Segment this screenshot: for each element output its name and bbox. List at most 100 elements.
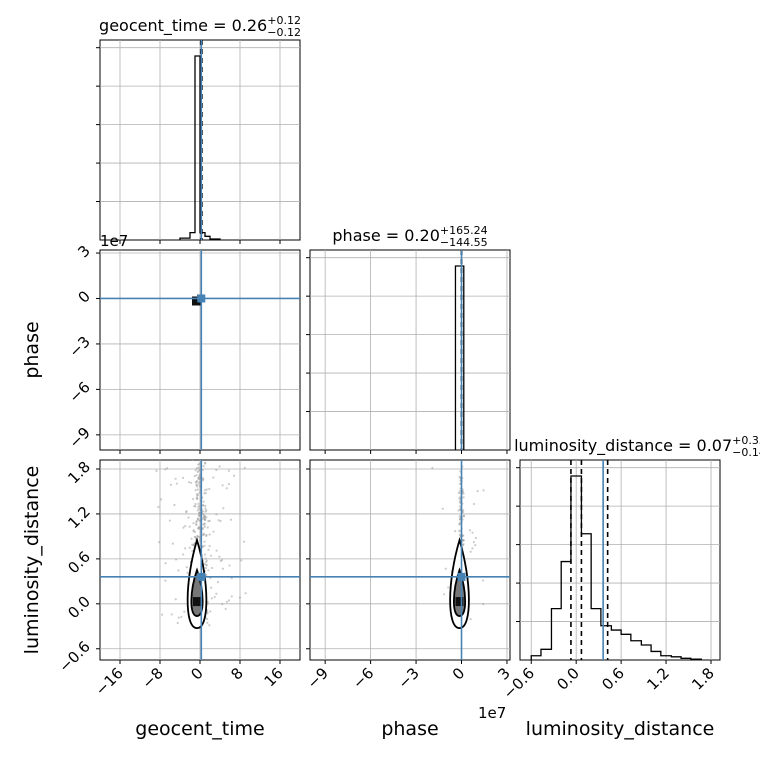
sample-point (215, 468, 218, 472)
xtick-label: 0.0 (553, 664, 583, 694)
sample-point (462, 496, 465, 499)
ytick-label: 0.6 (64, 548, 94, 578)
sample-point (461, 510, 465, 514)
sample-point (205, 533, 208, 537)
sample-point (193, 505, 196, 508)
sample-point (431, 466, 434, 470)
sample-point (198, 525, 201, 529)
sample-point (243, 466, 246, 469)
title-geocent_time: geocent_time = 0.26+0.12 −0.12 (99, 14, 301, 39)
sample-point (472, 502, 476, 506)
sample-point (227, 482, 230, 486)
sample-point (207, 569, 210, 572)
sample-point (183, 610, 186, 613)
sample-point (221, 484, 224, 487)
sample-point (202, 523, 205, 526)
sample-point (458, 523, 461, 526)
sample-point (190, 537, 193, 540)
sample-point (160, 498, 163, 501)
truth-marker (197, 294, 206, 303)
sample-point (210, 586, 213, 589)
sample-point (228, 564, 231, 567)
sample-point (225, 487, 228, 490)
sample-point (185, 510, 188, 513)
sample-point (158, 541, 161, 544)
sample-point (222, 507, 225, 510)
xtick-label: −6 (349, 664, 377, 692)
sample-point (218, 555, 221, 558)
sample-point (203, 525, 206, 528)
sample-point (204, 518, 207, 521)
density-blob (192, 296, 201, 306)
sample-point (170, 613, 173, 616)
sample-point (204, 461, 207, 464)
sample-point (215, 513, 218, 516)
sample-point (198, 482, 201, 485)
sample-point (204, 510, 207, 513)
sample-point (457, 491, 460, 494)
sample-point (196, 485, 199, 488)
sample-point (476, 490, 479, 493)
ytick-label: −9 (66, 424, 94, 452)
ytick-label: −6 (66, 378, 94, 406)
xtick-label: −16 (92, 664, 127, 699)
sample-point (203, 514, 206, 518)
sample-point (197, 507, 201, 510)
ytick-label: −3 (66, 333, 94, 361)
ytick-label: −0.6 (55, 637, 93, 675)
sample-point (206, 600, 209, 604)
sample-point (192, 521, 195, 525)
sample-point (175, 482, 178, 485)
sample-point (461, 490, 465, 493)
title-plus: +0.12 (267, 14, 301, 27)
sample-point (221, 603, 224, 606)
sample-point (206, 526, 209, 529)
sample-point (204, 560, 208, 564)
title-minus: −144.55 (440, 236, 488, 249)
sample-point (164, 579, 167, 582)
sample-point (217, 519, 220, 522)
histogram-geocent_time (179, 55, 221, 240)
title-phase: phase = 0.20+165.24 −144.55 (332, 224, 487, 249)
sample-point (205, 488, 208, 491)
histogram-luminosity_distance (530, 475, 702, 660)
sample-point (468, 529, 472, 532)
hist-phase-frame (309, 249, 511, 451)
sample-point (196, 517, 199, 520)
sample-point (191, 460, 194, 461)
sample-point (201, 545, 204, 549)
sample-point (198, 511, 201, 514)
sample-point (196, 494, 199, 498)
sample-point (184, 524, 187, 528)
sample-point (198, 538, 201, 541)
offset-label-phase: 1e7 (478, 704, 506, 722)
sample-point (208, 533, 211, 536)
sample-point (198, 484, 201, 487)
sample-point (472, 541, 475, 544)
sample-point (242, 540, 246, 543)
panel-content (100, 460, 300, 660)
sample-point (481, 579, 485, 582)
sample-point (193, 474, 196, 478)
sample-point (215, 549, 218, 552)
sample-point (182, 553, 185, 556)
xtick-label: 0 (449, 664, 468, 683)
sample-point (458, 508, 462, 511)
sample-point (198, 462, 201, 465)
xtick-label: −9 (304, 664, 332, 692)
sample-point (182, 526, 185, 529)
sample-point (206, 612, 209, 615)
sample-point (187, 516, 190, 519)
sample-point (462, 514, 466, 517)
title-label: geocent_time = 0.26 (99, 16, 267, 36)
sample-point (198, 491, 201, 494)
sample-point (458, 489, 462, 493)
title-minus: −0.12 (267, 26, 301, 39)
sample-point (202, 533, 205, 536)
sample-point (227, 469, 231, 472)
sample-point (190, 481, 193, 484)
sample-point (194, 489, 197, 492)
sample-point (174, 558, 178, 561)
sample-point (204, 557, 207, 560)
